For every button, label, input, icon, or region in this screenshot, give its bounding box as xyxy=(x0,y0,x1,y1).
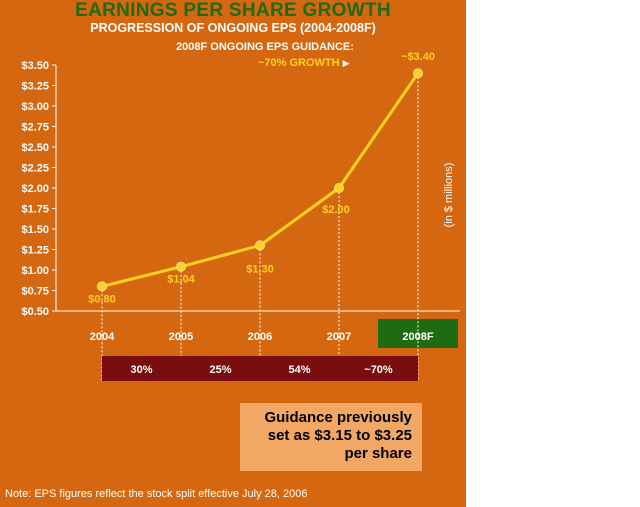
y-tick-label: $2.25 xyxy=(21,163,49,175)
footnote: Note: EPS figures reflect the stock spli… xyxy=(5,488,308,500)
x-tick-label: 2004 xyxy=(90,331,115,343)
y-tick-label: $3.50 xyxy=(21,60,49,72)
growth-rate-label: ~70% xyxy=(364,364,393,376)
y-tick-label: $1.25 xyxy=(21,245,49,257)
y-tick-label: $0.50 xyxy=(21,306,49,318)
growth-label-text: ~70% GROWTH xyxy=(258,57,340,69)
growth-bar-segment xyxy=(339,356,418,381)
eps-data-label: $1.04 xyxy=(167,274,195,286)
guidance-heading: 2008F ONGOING EPS GUIDANCE: xyxy=(176,41,354,53)
arrow-right-icon: ▶ xyxy=(342,58,350,68)
eps-data-point xyxy=(255,240,265,251)
y-axis-unit-label: (in $ millions) xyxy=(443,162,455,228)
growth-bar-segment xyxy=(181,356,260,381)
callout-line-3: per share xyxy=(344,445,412,462)
eps-line-chart: $0.50 $0.75 $1.00 $1.25 $1.50 $1.75 $2.00 $2.25… xyxy=(21,51,460,381)
guidance-callout-box: Guidance previously set as $3.15 to $3.2… xyxy=(240,403,422,471)
chart-title: EARNINGS PER SHARE GROWTH xyxy=(75,0,391,21)
y-tick-label: $0.75 xyxy=(21,286,49,298)
eps-data-label: $2.00 xyxy=(322,204,350,216)
callout-line-1: Guidance previously xyxy=(264,409,412,426)
eps-data-label: $1.30 xyxy=(246,263,274,275)
y-tick-label: $3.00 xyxy=(21,101,49,113)
growth-rate-label: 54% xyxy=(288,364,310,376)
y-tick-label: $3.25 xyxy=(21,81,49,93)
growth-bar-segment xyxy=(260,356,339,381)
y-tick-label: $1.75 xyxy=(21,204,49,216)
x-tick-label: 2005 xyxy=(169,331,193,343)
y-tick-label: $2.00 xyxy=(21,183,49,195)
y-tick-label: $2.50 xyxy=(21,142,49,154)
y-tick-label: $1.00 xyxy=(21,265,49,277)
slide-background: EARNINGS PER SHARE GROWTH PROGRESSION OF… xyxy=(0,0,466,507)
growth-bar-segment xyxy=(102,356,181,381)
eps-data-label: $0.80 xyxy=(88,293,116,305)
y-tick-label: $1.50 xyxy=(21,224,49,236)
y-tick-label: $2.75 xyxy=(21,122,49,134)
eps-data-point xyxy=(334,183,344,193)
x-tick-label: 2006 xyxy=(248,331,272,343)
eps-data-point xyxy=(97,281,107,292)
eps-data-label: ~$3.40 xyxy=(401,51,435,63)
eps-data-point xyxy=(413,68,423,79)
growth-rate-label: 30% xyxy=(130,364,152,376)
x-tick-label: 2008F xyxy=(402,331,433,343)
chart-subtitle: PROGRESSION OF ONGOING EPS (2004-2008F) xyxy=(90,21,376,35)
eps-data-point xyxy=(176,261,186,272)
callout-line-2: set as $3.15 to $3.25 xyxy=(267,427,412,444)
growth-label: ~70% GROWTH ▶ xyxy=(258,57,350,69)
growth-rate-label: 25% xyxy=(209,364,231,376)
